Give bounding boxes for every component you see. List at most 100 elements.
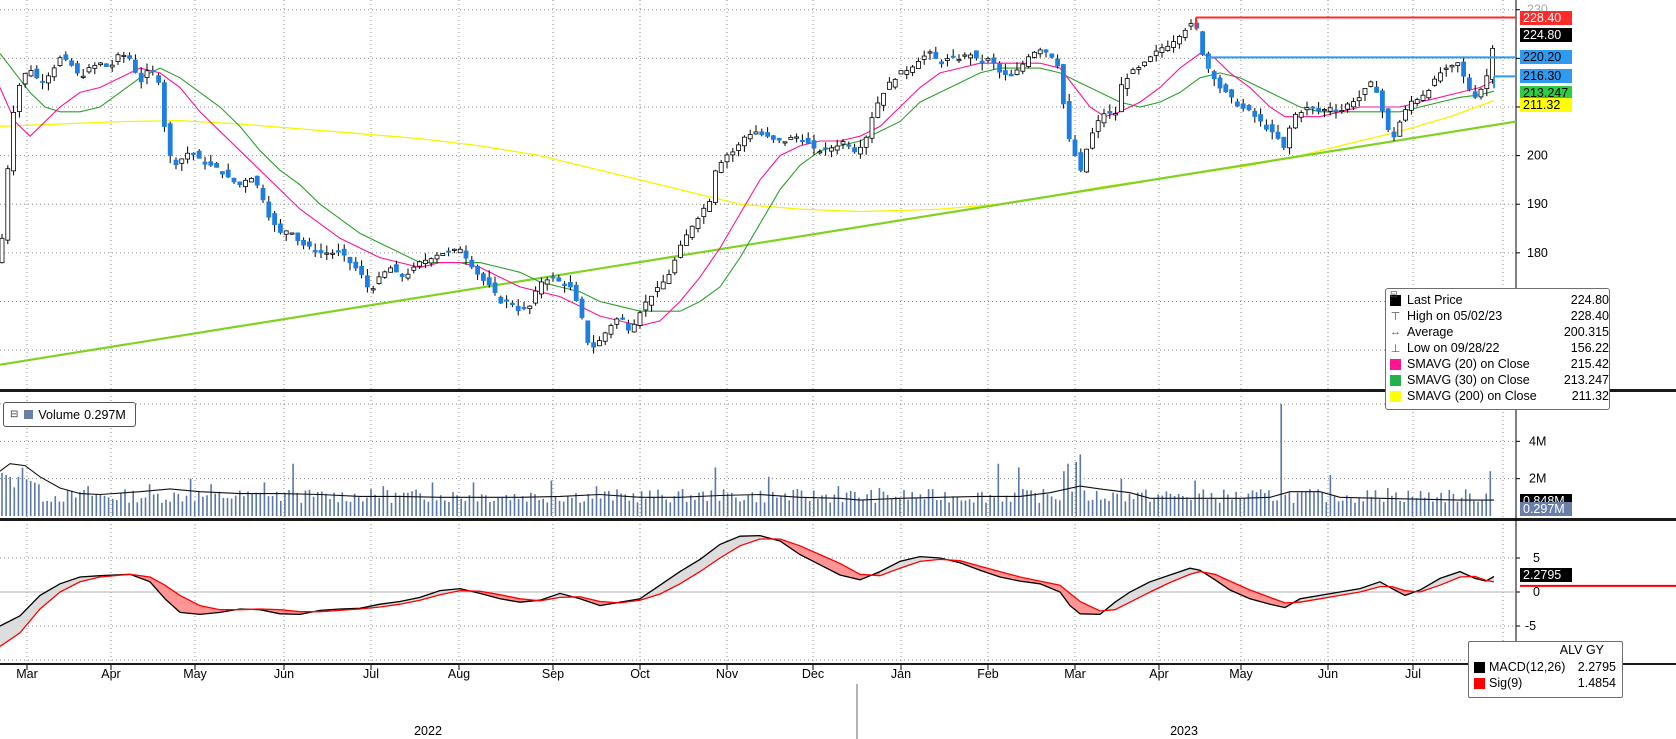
macd-histogram-fill — [720, 536, 740, 558]
candle-down — [550, 276, 556, 279]
candle-up — [875, 102, 881, 118]
macd-histogram-fill — [1300, 595, 1320, 603]
legend-value: 200.315 — [1563, 325, 1609, 339]
candle-up — [1124, 78, 1130, 89]
candle-up — [1426, 90, 1432, 99]
candle-up — [985, 57, 991, 61]
legend-value: 228.40 — [1570, 309, 1609, 323]
candle-down — [573, 284, 579, 302]
signal-line — [0, 538, 1495, 647]
macd-histogram-fill — [150, 577, 165, 599]
candle-up — [1478, 88, 1484, 98]
candle-up — [121, 54, 127, 57]
candle-down — [1467, 77, 1472, 90]
volume-last-tag: 0.297M — [1520, 502, 1572, 517]
macd-legend: ALV GY MACD(12,26) 2.2795 Sig(9) 1.4854 — [1468, 641, 1623, 698]
candle-up — [1095, 120, 1101, 132]
price-axis-tag: 220.20 — [1520, 50, 1572, 65]
candle-up — [713, 170, 718, 203]
candle-up — [840, 141, 846, 145]
macd-histogram-fill — [1150, 575, 1170, 592]
price-axis-tag: 211.32 — [1520, 97, 1572, 112]
candle-up — [927, 51, 933, 54]
candle-down — [776, 137, 782, 141]
candle-down — [846, 144, 852, 147]
macd-label: MACD(12,26) — [1489, 660, 1566, 674]
x-year-label: 2023 — [1170, 724, 1198, 738]
x-tick-label: Sep — [542, 667, 564, 681]
signal-legend-row: Sig(9) 1.4854 — [1469, 675, 1622, 691]
macd-histogram-fill — [20, 595, 40, 633]
candle-up — [1356, 97, 1362, 102]
legend-label: SMAVG (200) on Close — [1407, 389, 1537, 403]
candle-up — [1455, 62, 1461, 66]
trend-line — [0, 120, 1517, 366]
candle-up — [388, 267, 394, 273]
candle-down — [939, 61, 944, 65]
candle-down — [805, 137, 811, 144]
candle-up — [1182, 29, 1188, 38]
candle-up — [753, 131, 759, 135]
candle-down — [1055, 58, 1060, 67]
candle-down — [852, 147, 857, 153]
candle-up — [179, 158, 185, 164]
candle-down — [556, 277, 562, 282]
macd-histogram-fill — [1080, 601, 1100, 615]
candle-up — [904, 70, 910, 75]
candle-down — [626, 323, 631, 331]
legend-label: Average — [1407, 325, 1454, 339]
candle-down — [1008, 73, 1014, 77]
candle-down — [1316, 107, 1321, 112]
candle-down — [364, 275, 370, 288]
candle-down — [1252, 110, 1258, 117]
candle-up — [794, 136, 799, 139]
candle-up — [80, 75, 86, 78]
candle-up — [382, 271, 388, 278]
candle-down — [127, 55, 132, 59]
candle-up — [1293, 113, 1298, 129]
candle-down — [1246, 105, 1252, 111]
x-tick-label: Nov — [716, 667, 739, 681]
candle-down — [974, 50, 979, 59]
candle-up — [1298, 112, 1304, 118]
candle-up — [544, 279, 550, 285]
macd-histogram-fill — [500, 594, 520, 603]
candle-up — [892, 78, 898, 88]
macd-histogram-fill — [980, 566, 1000, 578]
candle-down — [1281, 136, 1287, 148]
candle-down — [1264, 124, 1269, 130]
candle-up — [968, 54, 973, 59]
signal-swatch — [1474, 677, 1485, 689]
sma30-line — [0, 53, 1495, 312]
volume-legend-label: Volume — [38, 407, 81, 422]
legend-collapse-icon[interactable]: ⊟ — [1390, 289, 1398, 299]
macd-histogram-fill — [1230, 581, 1250, 599]
macd-legend-row: MACD(12,26) 2.2795 — [1469, 659, 1622, 675]
candle-down — [335, 250, 341, 253]
candle-down — [591, 342, 596, 348]
candle-up — [533, 290, 538, 304]
candle-up — [1322, 109, 1327, 112]
x-tick-label: May — [183, 667, 207, 681]
macd-swatch — [1474, 661, 1485, 673]
x-tick-label: Feb — [977, 667, 999, 681]
candle-up — [440, 253, 446, 256]
candle-down — [1072, 139, 1078, 156]
legend-row: ⊤ High on 05/02/23 228.40 — [1390, 308, 1609, 324]
candle-up — [782, 141, 788, 144]
candle-up — [539, 281, 544, 295]
high-marker-icon: ⊤ — [1390, 310, 1401, 323]
candle-down — [1229, 89, 1234, 98]
candle-up — [1171, 41, 1176, 48]
candle-up — [57, 57, 63, 66]
x-tick-label: Jul — [1405, 667, 1421, 681]
candle-up — [707, 201, 712, 212]
candle-up — [1101, 113, 1107, 124]
candle-down — [225, 169, 231, 178]
candle-up — [370, 288, 376, 291]
candle-up — [747, 134, 753, 140]
price-legend: Last Price 224.80 ⊤ High on 05/02/23 228.40 ↔… — [1385, 288, 1610, 410]
candle-up — [695, 218, 701, 229]
collapse-icon[interactable]: ⊟ — [10, 409, 19, 420]
x-tick-label: Aug — [448, 667, 470, 681]
